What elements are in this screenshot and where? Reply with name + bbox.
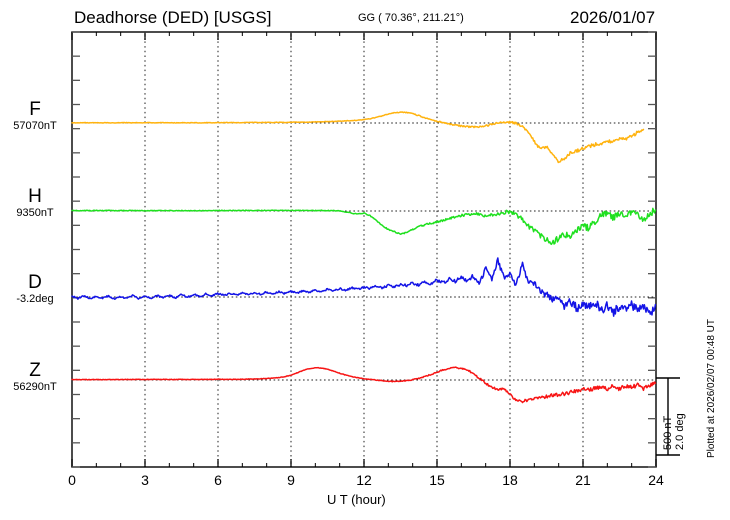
- plot-gridlines: [144, 32, 584, 467]
- x-tick-label: 24: [648, 472, 664, 488]
- scale-bar-label: 500 nT 2.0 deg: [662, 390, 686, 450]
- observation-date: 2026/01/07: [570, 8, 656, 27]
- x-tick-label: 9: [287, 472, 295, 488]
- page-title: Deadhorse (DED) [USGS]: [74, 8, 272, 27]
- geographic-coordinates: GG ( 70.36°, 211.21°): [358, 12, 464, 24]
- component-symbol-z: Z: [29, 360, 41, 381]
- plotted-timestamp: Plotted at 2026/02/07 00:48 UT: [706, 319, 717, 458]
- component-baseline-f: 57070nT: [13, 120, 57, 132]
- x-tick-label: 3: [141, 472, 149, 488]
- component-baseline-z: 56290nT: [13, 381, 57, 393]
- component-baselines: [72, 122, 656, 381]
- scale-bar-nt: 500 nT: [662, 415, 674, 450]
- component-key-d: D -3.2deg: [0, 273, 70, 306]
- x-tick-label: 18: [502, 472, 518, 488]
- component-key-h: H 9350nT: [0, 187, 70, 220]
- x-tick-label: 15: [429, 472, 445, 488]
- component-baseline-d: -3.2deg: [16, 293, 54, 305]
- component-key-z: Z 56290nT: [0, 361, 70, 394]
- component-symbol-d: D: [28, 272, 42, 293]
- component-symbol-f: F: [29, 99, 41, 120]
- component-symbol-h: H: [28, 186, 42, 207]
- x-tick-label: 12: [356, 472, 372, 488]
- component-baseline-h: 9350nT: [16, 207, 54, 219]
- x-tick-label: 6: [214, 472, 222, 488]
- x-axis-title: U T (hour): [327, 492, 386, 507]
- x-tick-label: 0: [68, 472, 76, 488]
- component-key-f: F 57070nT: [0, 100, 70, 133]
- component-traces: [71, 111, 657, 404]
- scale-bar-deg: 2.0 deg: [674, 413, 686, 450]
- x-tick-label: 21: [575, 472, 591, 488]
- scale-bar: [656, 377, 680, 456]
